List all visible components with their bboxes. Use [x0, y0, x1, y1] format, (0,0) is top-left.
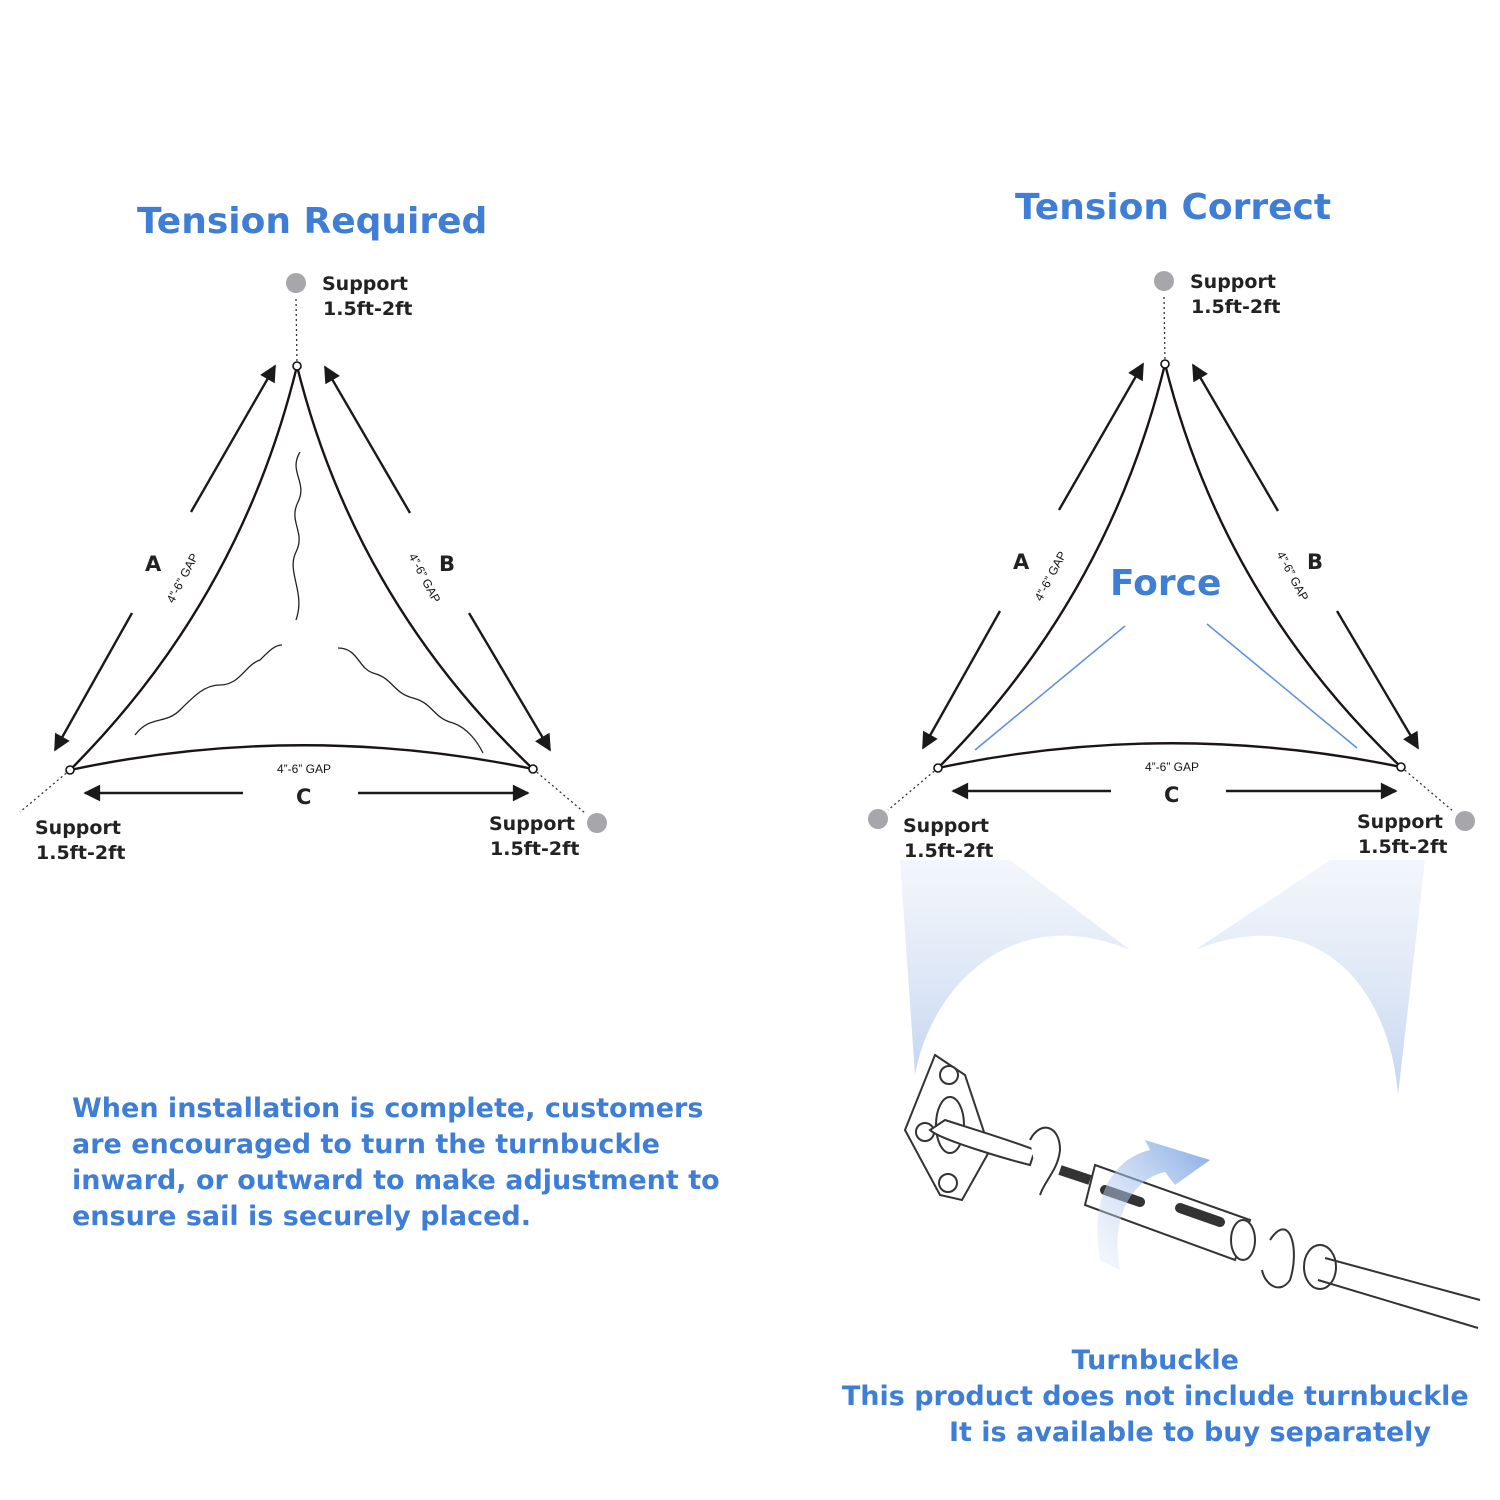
turnbuckle-illustration	[903, 1053, 1481, 1329]
tension-correct-diagram: Tension Correct A B C 4”-6” GAP 4”-6” GAP 4”-6…	[868, 187, 1475, 862]
support-line	[1163, 295, 1166, 365]
support-label: Support	[489, 813, 575, 835]
corner-ring	[1396, 762, 1406, 772]
tension-arrow	[189, 364, 277, 513]
support-dot	[587, 813, 607, 833]
turnbuckle-caption-line: It is available to buy separately	[949, 1417, 1431, 1448]
gap-label: 4”-6” GAP	[1145, 760, 1199, 774]
gap-label: 4”-6” GAP	[164, 551, 202, 605]
corner-ring	[65, 765, 75, 775]
force-line	[974, 625, 1126, 751]
corner-ring	[528, 764, 538, 774]
diagram-title: Tension Correct	[1015, 187, 1331, 228]
gap-label: 4”-6” GAP	[406, 551, 444, 605]
wrinkle-line	[292, 451, 302, 621]
force-line	[1206, 623, 1358, 749]
support-line	[532, 768, 586, 814]
sail-edge-b	[295, 365, 534, 770]
corner-ring	[933, 763, 943, 773]
support-label: Support	[903, 815, 989, 837]
instructions-line: are encouraged to turn the turnbuckle	[72, 1129, 660, 1160]
zoom-highlight	[900, 860, 1425, 1095]
side-label-c: C	[1164, 783, 1179, 807]
side-label-a: A	[145, 552, 162, 576]
support-dot	[286, 273, 306, 293]
instructions-line: When installation is complete, customers	[72, 1093, 703, 1124]
turnbuckle-caption-line: This product does not include turnbuckle	[842, 1381, 1469, 1412]
tension-arrow	[921, 610, 1002, 750]
support-label: Support	[322, 273, 408, 295]
gap-label: 4”-6” GAP	[1032, 549, 1070, 603]
force-label: Force	[1110, 563, 1221, 604]
corner-ring	[292, 361, 302, 371]
wrinkle-line	[134, 644, 283, 736]
instructions-line: inward, or outward to make adjustment to	[72, 1165, 720, 1196]
support-size: 1.5ft-2ft	[1358, 836, 1447, 858]
turnbuckle-caption: Turnbuckle This product does not include…	[842, 1345, 1478, 1448]
side-label-c: C	[296, 785, 311, 809]
tension-arrow	[467, 612, 552, 752]
support-line	[1400, 766, 1454, 812]
wrinkle-line	[337, 647, 484, 754]
turnbuckle-title: Turnbuckle	[1072, 1345, 1239, 1376]
side-label-a: A	[1013, 550, 1030, 574]
side-label-b: B	[439, 552, 455, 576]
support-label: Support	[35, 817, 121, 839]
instructions-line: ensure sail is securely placed.	[72, 1201, 531, 1232]
corner-ring	[1160, 359, 1170, 369]
side-label-b: B	[1307, 550, 1323, 574]
instructions-text: When installation is complete, customers…	[72, 1093, 729, 1232]
support-label: Support	[1357, 811, 1443, 833]
tension-arrow	[1335, 610, 1420, 750]
sail-edge-a	[69, 365, 299, 771]
support-size: 1.5ft-2ft	[36, 842, 125, 864]
sail-edge-b	[1163, 363, 1402, 768]
support-size: 1.5ft-2ft	[323, 298, 412, 320]
support-line	[887, 767, 939, 811]
gap-label: 4”-6” GAP	[1274, 549, 1312, 603]
support-line	[295, 297, 298, 367]
sail-edge-c	[937, 742, 1402, 770]
support-size: 1.5ft-2ft	[490, 838, 579, 860]
gap-label: 4”-6” GAP	[277, 762, 331, 776]
support-dot	[1455, 811, 1475, 831]
tension-arrow	[1057, 362, 1145, 511]
support-dot	[1154, 271, 1174, 291]
tension-arrow	[1191, 363, 1280, 512]
tension-arrow	[323, 365, 412, 514]
diagram-title: Tension Required	[137, 201, 487, 242]
tension-required-diagram: Tension Required A B C 4”-6” GAP 4”-6” GAP 4”-…	[19, 201, 607, 864]
support-label: Support	[1190, 271, 1276, 293]
support-size: 1.5ft-2ft	[1191, 296, 1280, 318]
support-size: 1.5ft-2ft	[904, 840, 993, 862]
support-line	[19, 769, 71, 813]
tension-arrow	[53, 612, 134, 752]
sail-edge-a	[937, 363, 1167, 769]
sail-edge-c	[69, 744, 534, 772]
support-dot	[868, 809, 888, 829]
